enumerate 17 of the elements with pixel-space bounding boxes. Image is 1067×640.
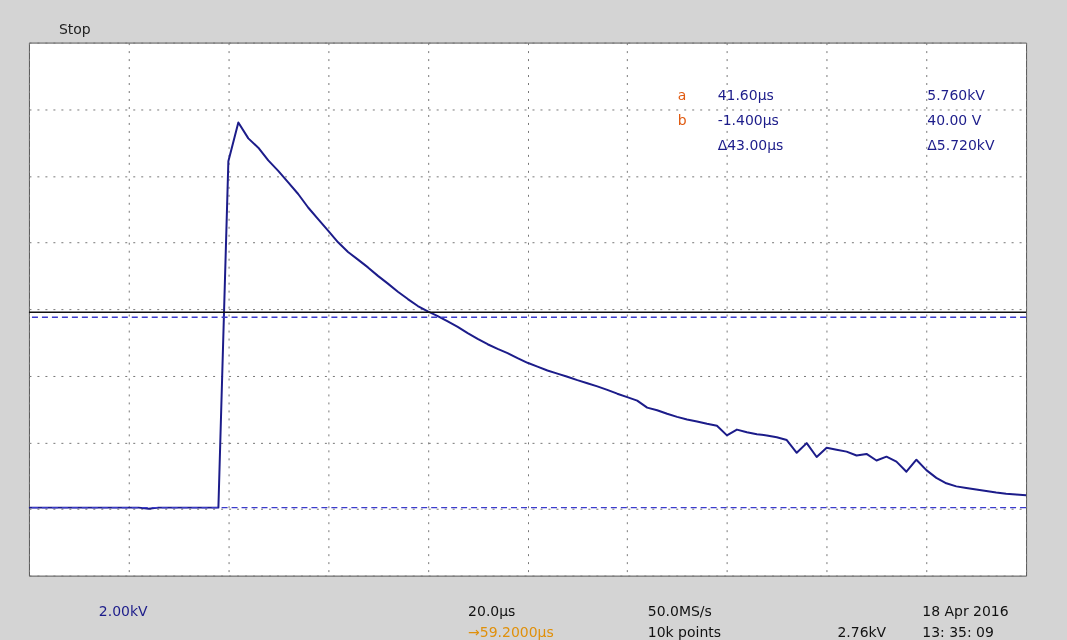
text: →59.2000µs — [468, 624, 554, 640]
text: 5.760kV — [927, 87, 986, 104]
text: a — [677, 87, 687, 104]
text: Stop — [58, 20, 91, 37]
annotation: -1.400µs — [717, 112, 779, 129]
text: 50.0MS/s — [647, 602, 712, 619]
annotation: Δ5.720kV — [927, 137, 995, 154]
text: 2.00kV — [98, 602, 149, 619]
text: 18 Apr 2016 — [922, 602, 1009, 619]
text: 2.76kV — [837, 624, 887, 640]
annotation: Δ43.00µs — [717, 137, 784, 154]
annotation: b — [677, 112, 687, 129]
annotation: 40.00 V — [927, 112, 982, 129]
text: 13: 35: 09 — [922, 624, 994, 640]
text: 41.60µs — [717, 87, 774, 104]
text: 10k points — [647, 624, 721, 640]
text: 20.0µs — [468, 602, 516, 619]
